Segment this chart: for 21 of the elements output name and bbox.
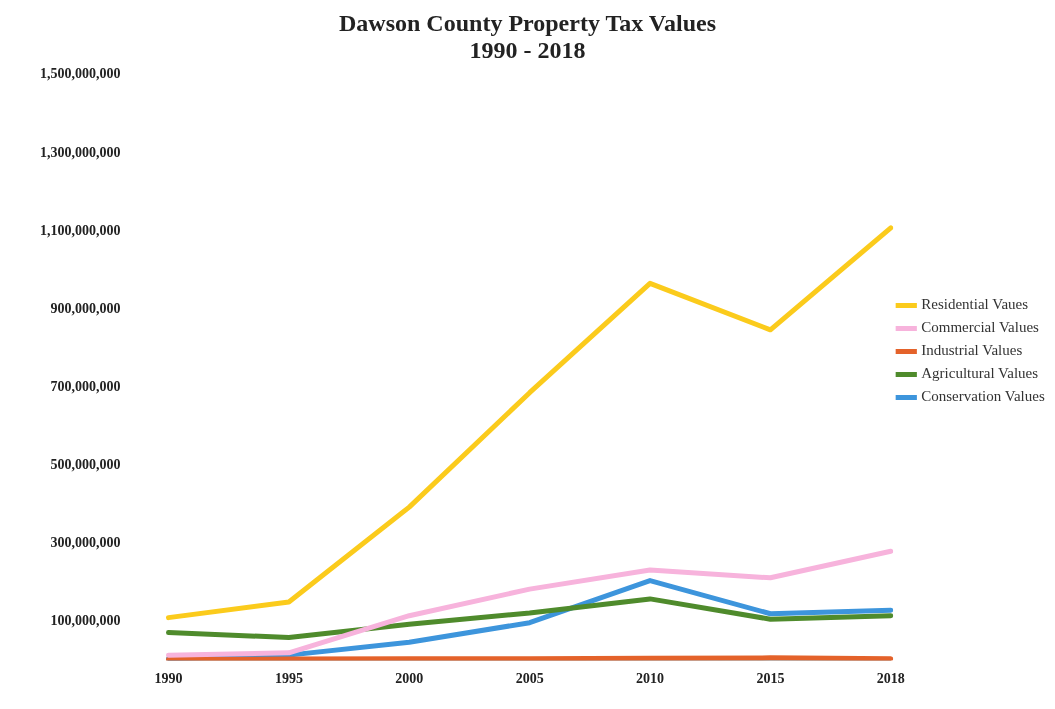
y-tick-label: 500,000,000	[50, 456, 121, 472]
legend-label: Commercial Values	[921, 319, 1040, 336]
legend-label: Industrial Values	[921, 342, 1023, 359]
legend-label: Agricultural Values	[921, 365, 1039, 382]
y-tick-label: 100,000,000	[50, 613, 121, 629]
chart-title: Dawson County Property Tax Values 1990 - 2018	[339, 10, 716, 63]
legend-label: Residential Vaues	[921, 296, 1029, 313]
x-tick-label: 2015	[756, 670, 785, 686]
y-tick-label: 300,000,000	[50, 535, 121, 551]
x-tick-label: 1995	[274, 670, 303, 686]
x-tick-label: 2010	[636, 670, 665, 686]
x-tick-label: 2005	[515, 670, 544, 686]
y-tick-label: 700,000,000	[50, 378, 121, 394]
y-tick-label: 1,500,000,000	[40, 66, 121, 82]
legend-label: Conservation Values	[921, 388, 1045, 405]
y-tick-label: 900,000,000	[50, 300, 121, 316]
x-tick-label: 1990	[154, 670, 183, 686]
x-tick-label: 2000	[395, 670, 424, 686]
y-tick-label: 1,100,000,000	[40, 222, 121, 238]
y-tick-label: 1,300,000,000	[40, 144, 121, 160]
x-tick-label: 2018	[876, 670, 905, 686]
